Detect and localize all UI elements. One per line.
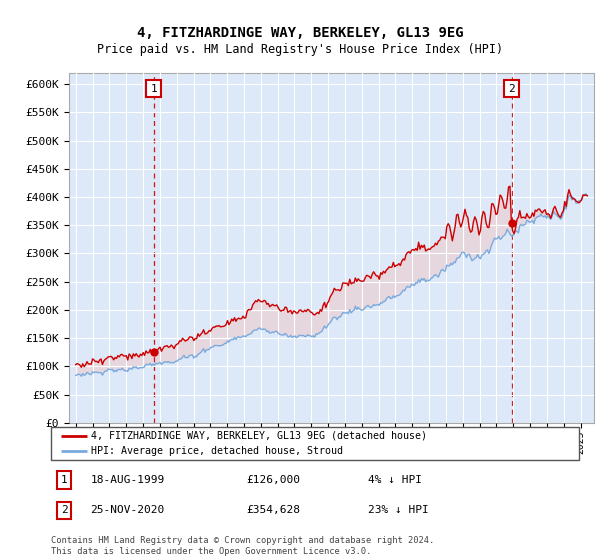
- Text: 2: 2: [508, 83, 515, 94]
- Text: 4, FITZHARDINGE WAY, BERKELEY, GL13 9EG (detached house): 4, FITZHARDINGE WAY, BERKELEY, GL13 9EG …: [91, 431, 427, 441]
- Text: 18-AUG-1999: 18-AUG-1999: [91, 475, 165, 485]
- Text: £354,628: £354,628: [247, 506, 301, 516]
- Text: HPI: Average price, detached house, Stroud: HPI: Average price, detached house, Stro…: [91, 446, 343, 456]
- Text: 4, FITZHARDINGE WAY, BERKELEY, GL13 9EG: 4, FITZHARDINGE WAY, BERKELEY, GL13 9EG: [137, 26, 463, 40]
- Text: 4% ↓ HPI: 4% ↓ HPI: [368, 475, 422, 485]
- Text: 1: 1: [61, 475, 68, 485]
- FancyBboxPatch shape: [51, 427, 579, 460]
- Text: Price paid vs. HM Land Registry's House Price Index (HPI): Price paid vs. HM Land Registry's House …: [97, 43, 503, 55]
- Text: 23% ↓ HPI: 23% ↓ HPI: [368, 506, 428, 516]
- Text: 2: 2: [61, 506, 68, 516]
- Text: Contains HM Land Registry data © Crown copyright and database right 2024.
This d: Contains HM Land Registry data © Crown c…: [51, 536, 434, 556]
- Text: 25-NOV-2020: 25-NOV-2020: [91, 506, 165, 516]
- Text: £126,000: £126,000: [247, 475, 301, 485]
- Text: 1: 1: [150, 83, 157, 94]
